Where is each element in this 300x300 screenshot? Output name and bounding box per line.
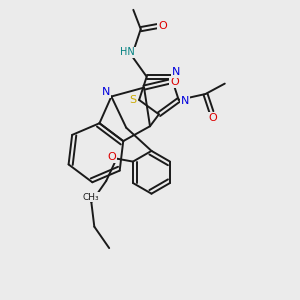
- Text: O: O: [158, 21, 167, 31]
- Text: O: O: [208, 113, 217, 123]
- Text: HN: HN: [120, 47, 135, 57]
- Text: N: N: [102, 87, 110, 97]
- Text: O: O: [170, 76, 179, 87]
- Text: N: N: [181, 96, 189, 106]
- Text: O: O: [107, 152, 116, 162]
- Text: CH₃: CH₃: [82, 193, 99, 202]
- Text: N: N: [171, 67, 180, 77]
- Text: S: S: [130, 95, 137, 105]
